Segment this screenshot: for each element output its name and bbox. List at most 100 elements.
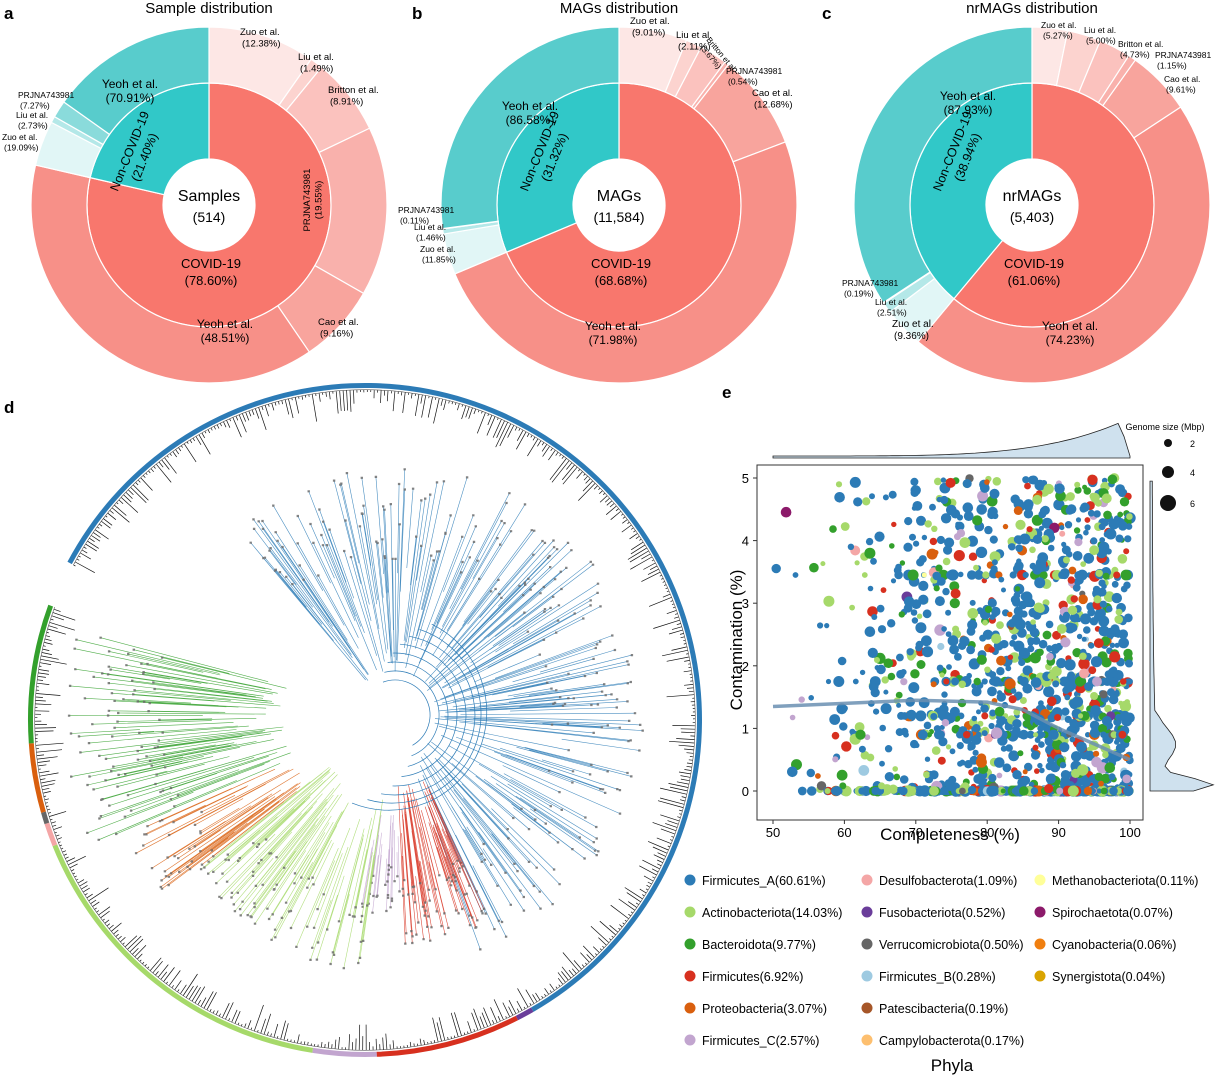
- scatter-point: [1031, 750, 1040, 760]
- scatter-point: [1084, 524, 1091, 531]
- size-legend-label: 4: [1190, 468, 1195, 478]
- scatter-point: [884, 772, 895, 782]
- scatter-point: [1077, 713, 1084, 719]
- scatter-point: [1118, 521, 1128, 531]
- scatter-point: [1047, 696, 1057, 707]
- scatter-point: [839, 782, 847, 790]
- scatter-point: [780, 506, 792, 518]
- scatter-point: [1009, 571, 1017, 579]
- scatter-point: [841, 741, 852, 752]
- scatter-point: [976, 654, 987, 665]
- outer-label-pct: (12.68%): [754, 100, 793, 111]
- scatter-point: [924, 520, 932, 528]
- scatter-point: [982, 619, 988, 626]
- scatter-point: [1092, 585, 1101, 594]
- phyla-legend-swatch: [684, 1002, 696, 1014]
- scatter-point: [1083, 626, 1091, 634]
- scatter-point: [975, 546, 988, 558]
- scatter-point: [789, 714, 796, 721]
- scatter-point: [910, 488, 919, 497]
- scatter-point: [1078, 594, 1088, 605]
- scatter-point: [959, 636, 970, 647]
- scatter-point: [1035, 603, 1045, 614]
- scatter-point: [1120, 585, 1128, 593]
- phyla-legend-swatch: [684, 1034, 696, 1046]
- scatter-point: [1103, 510, 1112, 520]
- scatter-point: [1056, 658, 1067, 669]
- scatter-point: [1084, 750, 1095, 761]
- outer-label-name: PRJNA743981: [302, 169, 313, 232]
- scatter-point: [771, 563, 781, 574]
- scatter-point: [984, 525, 993, 535]
- size-legend-dot: [1162, 466, 1174, 478]
- scatter-point: [1058, 571, 1067, 579]
- size-legend-dot: [1164, 439, 1172, 447]
- outer-label-pct: (48.51%): [201, 331, 250, 345]
- phylogenetic-tree: [28, 382, 703, 1057]
- scatter-point: [1044, 784, 1054, 794]
- scatter-point: [1076, 633, 1083, 640]
- scatter-point: [990, 565, 998, 573]
- outer-label-name: PRJNA743981: [726, 66, 783, 76]
- scatter-point: [940, 513, 952, 524]
- scatter-point: [1032, 565, 1042, 575]
- outer-label-group: Yeoh et al.(87.93%): [940, 89, 996, 117]
- outer-slice: [440, 26, 620, 230]
- scatter-point: [982, 571, 990, 579]
- scatter-point: [921, 646, 934, 658]
- phyla-legend-swatch: [861, 970, 873, 982]
- tree-clade-branches: [135, 768, 301, 889]
- scatter-point: [936, 535, 946, 545]
- tree-ring-sector: [376, 1015, 518, 1057]
- scatter-point: [951, 677, 960, 686]
- scatter-point: [945, 631, 952, 637]
- scatter-point: [852, 678, 859, 685]
- outer-label-pct: (2.11%): [678, 42, 711, 53]
- scatter-point: [1024, 502, 1033, 512]
- outer-label-group: Britton et al.(8.91%): [328, 85, 379, 108]
- phyla-legend-swatch: [861, 906, 873, 918]
- phyla-legend-label: Verrucomicrobiota(0.50%): [879, 938, 1024, 952]
- scatter-point: [923, 721, 932, 730]
- scatter-point: [949, 644, 959, 655]
- outer-label-group: Zuo et al.(11.85%): [420, 244, 456, 265]
- scatter-point: [918, 580, 929, 592]
- scatter-point: [972, 724, 981, 733]
- scatter-point: [1052, 630, 1061, 640]
- scatter-point: [987, 598, 997, 608]
- outer-label-pct: (12.38%): [242, 39, 281, 50]
- scatter-point: [1125, 659, 1133, 668]
- scatter-point: [1108, 518, 1120, 530]
- scatter-point: [1095, 569, 1103, 577]
- scatter-point: [1017, 675, 1024, 682]
- scatter-point: [1029, 627, 1040, 638]
- scatter-point: [896, 702, 902, 708]
- y-axis-label: Contamination (%): [727, 570, 746, 711]
- x-tick-label: 70: [909, 825, 923, 840]
- scatter-point: [1096, 788, 1102, 794]
- scatter-point: [1026, 526, 1033, 533]
- scatter-point: [809, 562, 819, 573]
- scatter-point: [967, 785, 977, 795]
- scatter-point: [787, 766, 798, 778]
- scatter-point: [991, 676, 1002, 687]
- scatter-point: [1047, 713, 1057, 723]
- scatter-point: [1105, 528, 1117, 540]
- tree-ring-sector: [67, 382, 703, 1012]
- scatter-point: [946, 504, 957, 516]
- scatter-point: [1032, 494, 1043, 505]
- scatter-point: [1019, 533, 1031, 545]
- scatter-point: [984, 733, 993, 743]
- scatter-point: [957, 760, 963, 767]
- scatter-point: [1032, 744, 1039, 751]
- scatter-point: [917, 729, 928, 740]
- outer-label-pct: (9.01%): [632, 28, 665, 39]
- outer-label-group: Zuo et al.(12.38%): [240, 27, 281, 50]
- outer-label-name: Yeoh et al.: [940, 89, 996, 103]
- scatter-point: [1085, 732, 1091, 738]
- scatter-point: [989, 488, 1000, 499]
- scatter-point: [994, 706, 1005, 717]
- scatter-point: [806, 768, 815, 778]
- scatter-point: [1081, 636, 1087, 642]
- scatter-point: [1080, 561, 1087, 567]
